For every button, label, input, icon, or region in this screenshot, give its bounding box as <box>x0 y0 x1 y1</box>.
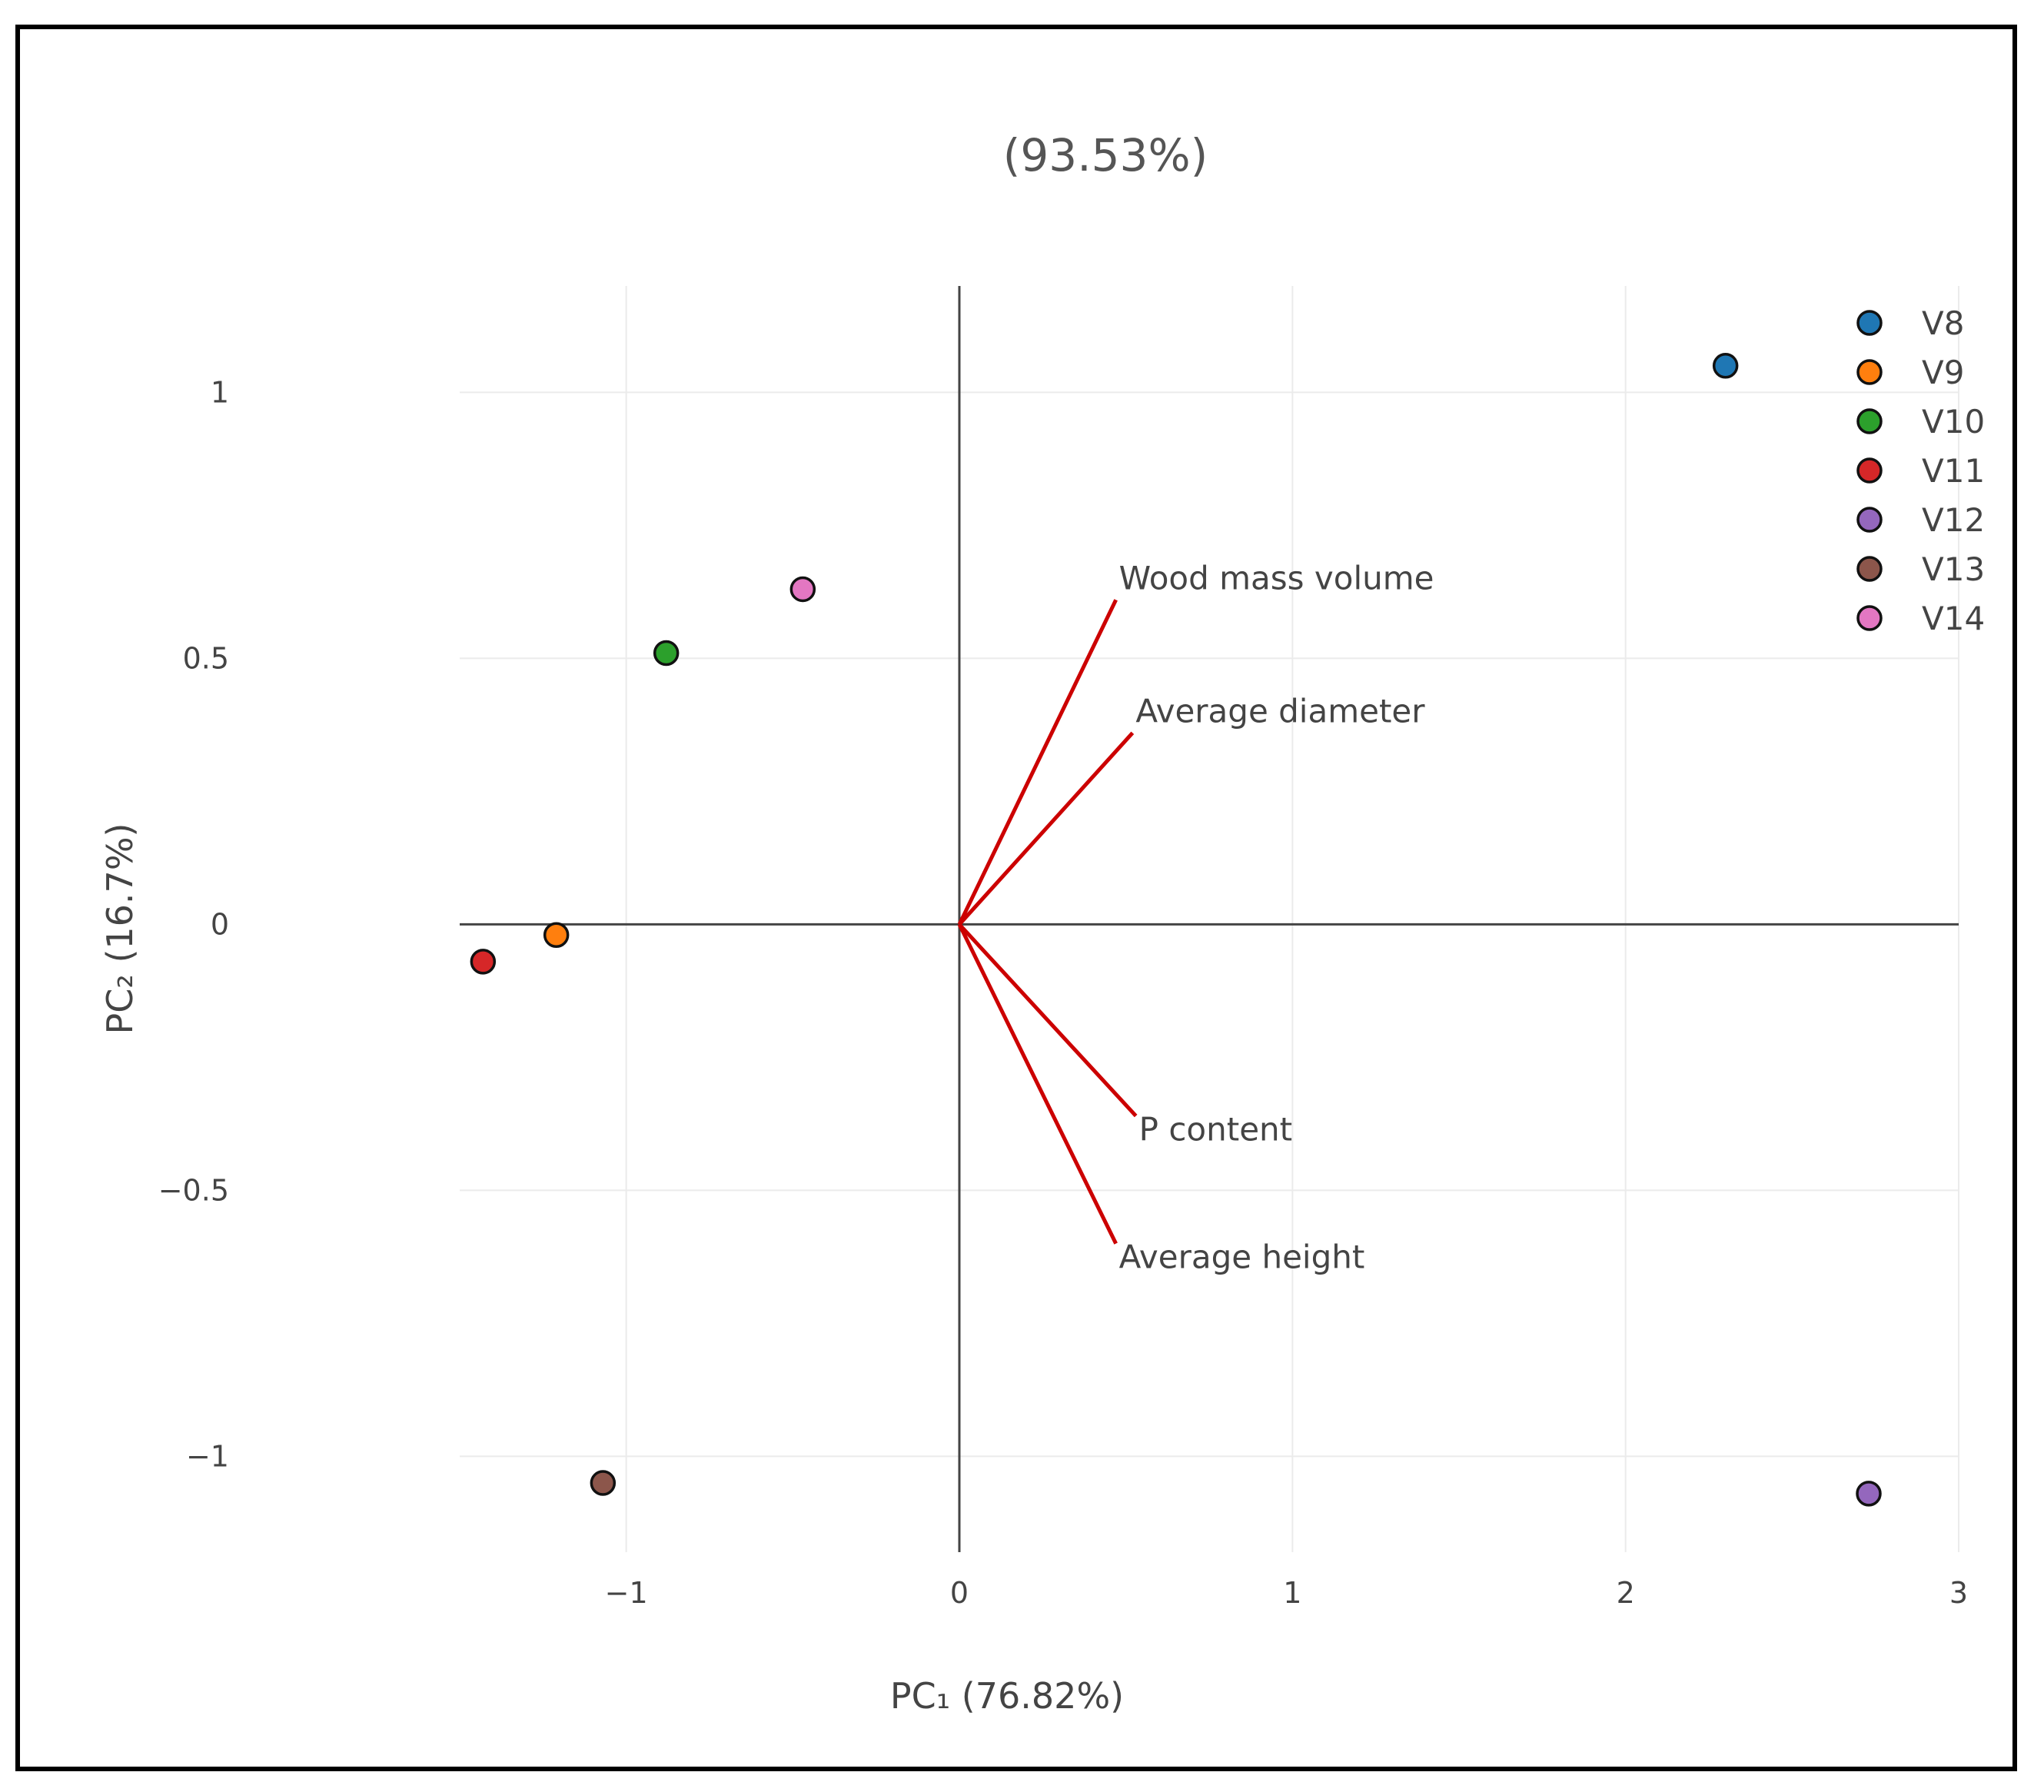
legend-label: V14 <box>1922 600 1985 637</box>
data-point <box>1712 353 1739 379</box>
legend-marker <box>1856 556 1883 582</box>
y-axis-title: PC₂ (16.7%) <box>99 823 141 1035</box>
data-point <box>789 576 816 603</box>
loading-label: Average diameter <box>1135 692 1425 730</box>
loading-vector <box>958 923 1138 1118</box>
y-tick-label: −1 <box>186 1439 229 1473</box>
x-tick-label: −1 <box>605 1576 648 1610</box>
legend-marker <box>1856 310 1883 336</box>
legend-label: V13 <box>1922 550 1985 588</box>
y-tick-label: 0.5 <box>183 641 229 675</box>
y-tick-label: 0 <box>211 907 229 941</box>
legend-label: V12 <box>1922 501 1985 539</box>
legend-marker <box>1856 408 1883 434</box>
legend-label: V10 <box>1922 403 1985 441</box>
data-point <box>543 922 570 949</box>
x-tick-label: 0 <box>950 1576 969 1610</box>
x-axis-title: PC₁ (76.82%) <box>890 1675 1124 1717</box>
legend-marker <box>1856 605 1883 631</box>
legend-marker <box>1856 359 1883 385</box>
loading-vector <box>957 923 1118 1245</box>
x-tick-label: 3 <box>1949 1576 1968 1610</box>
data-point <box>1856 1481 1882 1507</box>
data-point <box>653 640 680 667</box>
legend-label: V8 <box>1922 304 1964 342</box>
legend-marker <box>1856 507 1883 533</box>
loading-label: P content <box>1139 1111 1292 1149</box>
loading-label: Wood mass volume <box>1119 559 1434 597</box>
legend-label: V11 <box>1922 452 1985 490</box>
x-tick-label: 1 <box>1283 1576 1301 1610</box>
chart-title: (93.53%) <box>1003 129 1208 181</box>
loading-vector <box>958 731 1135 926</box>
legend-marker <box>1856 457 1883 484</box>
legend-label: V9 <box>1922 354 1964 391</box>
y-tick-label: −0.5 <box>158 1173 229 1207</box>
data-point <box>470 949 497 975</box>
data-point <box>590 1470 617 1496</box>
x-tick-label: 2 <box>1617 1576 1635 1610</box>
loading-vector <box>957 599 1118 926</box>
figure-frame <box>15 25 2017 1771</box>
y-tick-label: 1 <box>211 375 229 409</box>
loading-label: Average height <box>1119 1238 1365 1276</box>
